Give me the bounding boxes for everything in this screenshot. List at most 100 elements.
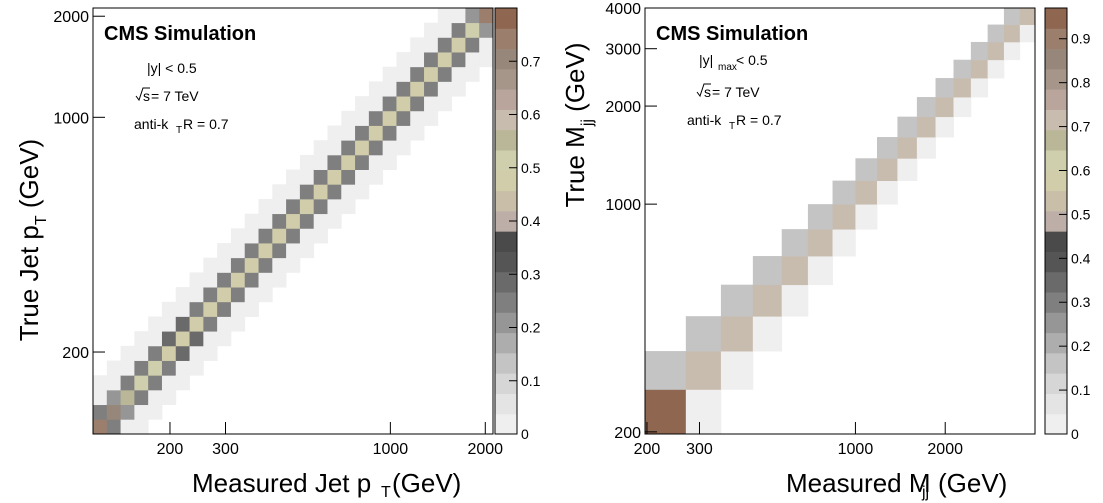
left-x-title-unit: (GeV) (392, 468, 461, 498)
colorbar-swatch (1045, 129, 1067, 151)
heatmap-cell (479, 8, 494, 24)
heatmap-cell (299, 169, 315, 185)
heatmap-cell (230, 287, 246, 303)
heatmap-cell (720, 284, 754, 317)
heatmap-cell (148, 331, 163, 347)
heatmap-cell (781, 229, 809, 257)
heatmap-cell (465, 22, 480, 38)
heatmap-cell (341, 184, 356, 200)
colorbar-swatch (495, 413, 517, 435)
heatmap-cell (437, 22, 453, 38)
heatmap-cell (217, 257, 232, 273)
heatmap-cell (855, 180, 878, 205)
heatmap-cell (832, 180, 856, 205)
heatmap-cell (410, 52, 425, 68)
colorbar-swatch (1045, 271, 1067, 293)
colorbar-tick-label: 0.1 (1071, 382, 1091, 398)
heatmap-cell (752, 256, 783, 286)
y-tick-label: 2000 (53, 9, 89, 26)
colorbar-tick-label: 0.6 (521, 107, 541, 123)
heatmap-cell (897, 158, 918, 182)
heatmap-cell (410, 96, 425, 112)
heatmap-cell (855, 204, 878, 230)
heatmap-cell (272, 198, 287, 215)
right-annotation-energy: s = 7 TeV (696, 83, 760, 100)
right-x-axis-title: Measured M jj (GeV) (786, 468, 1007, 501)
colorbar-tick-label: 0.7 (1071, 119, 1091, 135)
colorbar-swatch (1045, 373, 1067, 394)
heatmap-cell (451, 81, 466, 97)
heatmap-cell (299, 184, 315, 200)
y-tick-label: 1000 (605, 197, 641, 214)
heatmap-cell (161, 389, 177, 406)
colorbar-swatch (495, 292, 517, 313)
right-annotation-title: CMS Simulation (656, 23, 808, 45)
heatmap-cell (203, 331, 218, 347)
left-annotation-algorithm: anti-k T R = 0.7 (134, 116, 229, 136)
colorbar-swatch (495, 373, 517, 394)
heatmap-cell (189, 345, 204, 361)
colorbar-tick-label: 0.5 (1071, 206, 1091, 222)
left-heatmap-cells (93, 8, 494, 435)
heatmap-cell (134, 419, 149, 435)
colorbar-swatch (495, 48, 517, 70)
heatmap-cell (327, 213, 342, 229)
heatmap-cell (437, 52, 453, 68)
heatmap-cell (355, 154, 370, 170)
heatmap-cell (258, 287, 273, 303)
heatmap-cell (935, 97, 954, 118)
heatmap-cell (217, 243, 232, 259)
heatmap-cell (396, 110, 411, 126)
heatmap-cell (953, 78, 972, 98)
colorbar-tick-label: 0.4 (521, 213, 541, 229)
heatmap-cell (382, 66, 397, 82)
heatmap-cell (382, 96, 397, 112)
colorbar-tick-label: 0.7 (521, 53, 541, 69)
heatmap-cell (410, 110, 425, 126)
x-tick-label: 1000 (373, 441, 409, 458)
heatmap-cell (161, 360, 177, 376)
left-y-title-sub: T (33, 215, 50, 225)
heatmap-cell (217, 331, 232, 347)
heatmap-cell (148, 316, 163, 332)
right-x-title-unit: (GeV) (938, 468, 1007, 498)
heatmap-cell (424, 110, 439, 126)
left-x-axis-title: Measured Jet p T (GeV) (192, 468, 461, 501)
heatmap-cell (437, 81, 453, 97)
heatmap-cell (424, 81, 439, 97)
colorbar-swatch (495, 312, 517, 334)
heatmap-cell (134, 331, 149, 347)
heatmap-cell (148, 360, 163, 376)
heatmap-cell (175, 345, 190, 361)
colorbar-swatch (495, 89, 517, 110)
heatmap-cell (355, 169, 370, 185)
heatmap-cell (272, 213, 287, 229)
heatmap-cell (953, 97, 972, 118)
heatmap-cell (189, 360, 204, 376)
colorbar-swatch (1045, 352, 1067, 374)
colorbar-swatch (495, 271, 517, 293)
heatmap-cell (368, 169, 384, 185)
heatmap-cell (752, 284, 783, 317)
heatmap-cell (327, 184, 342, 200)
heatmap-cell (916, 137, 936, 159)
heatmap-cell (272, 184, 287, 200)
heatmap-cell (120, 345, 135, 361)
heatmap-cell (161, 316, 177, 332)
heatmap-cell (258, 198, 273, 215)
colorbar-swatch (1045, 393, 1067, 415)
colorbar-swatch (1045, 190, 1067, 212)
heatmap-cell (106, 360, 121, 376)
heatmap-cell (161, 301, 177, 317)
y-tick-label: 3000 (605, 42, 641, 59)
x-tick-label: 1000 (838, 441, 874, 458)
heatmap-cell (217, 301, 232, 317)
heatmap-cell (203, 316, 218, 332)
heatmap-cell (396, 66, 411, 82)
y-tick-label: 4000 (605, 1, 641, 18)
heatmap-cell (258, 243, 273, 259)
heatmap-cell (244, 243, 259, 259)
heatmap-cell (230, 228, 246, 244)
right-y-title-unit: (GeV) (560, 42, 590, 119)
heatmap-cell (189, 331, 204, 347)
